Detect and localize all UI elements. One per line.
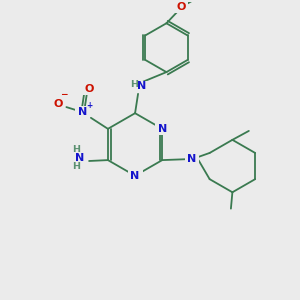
Text: O: O bbox=[53, 99, 63, 109]
Bar bbox=[175, 1, 188, 13]
Bar bbox=[83, 84, 95, 95]
Text: −: − bbox=[60, 90, 67, 99]
Text: N: N bbox=[188, 154, 197, 164]
Bar bbox=[130, 79, 139, 89]
Text: N: N bbox=[75, 153, 84, 163]
Text: O: O bbox=[84, 84, 94, 94]
Bar bbox=[75, 106, 90, 119]
Text: N: N bbox=[137, 81, 147, 92]
Bar bbox=[72, 153, 87, 170]
Text: N: N bbox=[130, 171, 140, 181]
Text: N: N bbox=[158, 124, 167, 134]
Text: +: + bbox=[86, 101, 92, 110]
Bar bbox=[155, 123, 170, 135]
Bar bbox=[128, 170, 142, 182]
Text: N: N bbox=[78, 107, 87, 118]
Bar bbox=[185, 153, 199, 165]
Text: H: H bbox=[73, 162, 81, 171]
Bar bbox=[136, 81, 148, 92]
Text: H: H bbox=[130, 80, 138, 88]
Text: H: H bbox=[73, 145, 81, 154]
Text: O: O bbox=[177, 2, 186, 12]
Bar bbox=[52, 98, 64, 110]
